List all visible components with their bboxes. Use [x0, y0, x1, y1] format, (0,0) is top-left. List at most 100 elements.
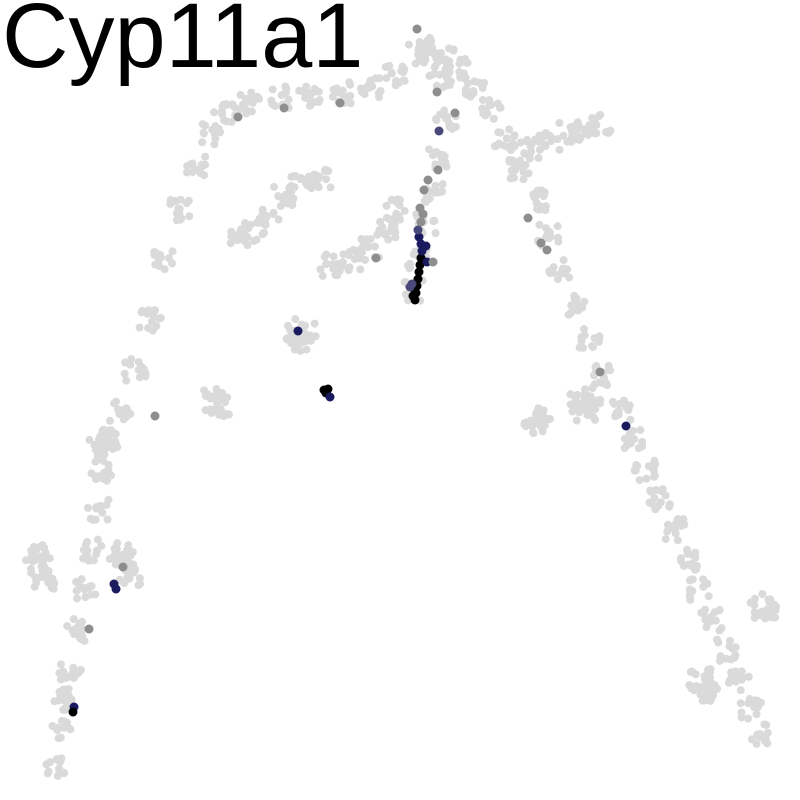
cell-point	[278, 193, 287, 202]
cell-point	[572, 416, 581, 425]
cell-point	[532, 408, 541, 417]
cell-point	[381, 230, 390, 239]
expressing-cell-point	[279, 103, 289, 113]
cell-point	[122, 376, 131, 385]
cell-point	[382, 74, 391, 83]
cell-point	[569, 135, 578, 144]
cell-point	[461, 55, 470, 64]
cell-point	[91, 474, 100, 483]
cell-point	[680, 520, 689, 529]
cell-point	[69, 615, 78, 624]
cell-point	[572, 294, 581, 303]
cell-point	[648, 462, 657, 471]
cell-point	[44, 767, 53, 776]
cell-point	[731, 643, 740, 652]
expressing-cell-point	[419, 185, 429, 195]
cell-point	[400, 206, 409, 215]
cell-point	[688, 575, 697, 584]
cell-point	[469, 87, 478, 96]
cell-point	[485, 101, 494, 110]
cell-point	[620, 444, 629, 453]
cell-point	[592, 121, 601, 130]
cell-point	[510, 173, 519, 182]
cell-point	[496, 128, 505, 137]
cell-point	[431, 181, 440, 190]
cell-point	[45, 554, 54, 563]
cell-point	[217, 107, 226, 116]
cell-point	[268, 85, 277, 94]
cell-point	[215, 410, 224, 419]
cell-point	[98, 474, 107, 483]
cell-point	[652, 485, 661, 494]
cell-point	[359, 84, 368, 93]
cell-point	[505, 155, 514, 164]
cell-point	[100, 426, 109, 435]
cell-point	[182, 168, 191, 177]
cell-point	[111, 437, 120, 446]
cell-point	[234, 230, 243, 239]
cell-point	[87, 469, 96, 478]
cell-point	[247, 88, 256, 97]
cell-point	[578, 343, 587, 352]
cell-point	[305, 101, 314, 110]
cell-point	[770, 601, 779, 610]
cell-point	[207, 408, 216, 417]
cell-point	[764, 595, 773, 604]
cell-point	[585, 121, 594, 130]
cell-point	[322, 250, 331, 259]
cell-point	[531, 419, 540, 428]
cell-point	[750, 594, 759, 603]
cell-point	[54, 696, 63, 705]
cell-point	[370, 242, 379, 251]
cell-point	[22, 556, 31, 565]
cell-point	[82, 537, 91, 546]
cell-point	[535, 137, 544, 146]
expressing-cell-point	[423, 175, 433, 185]
cell-point	[511, 166, 520, 175]
cell-point	[420, 46, 429, 55]
expressing-cell-point	[150, 411, 160, 421]
cell-point	[445, 81, 454, 90]
cell-point	[470, 77, 479, 86]
cell-point	[415, 56, 424, 65]
cell-point	[38, 541, 47, 550]
cell-point	[64, 691, 73, 700]
cell-point	[673, 536, 682, 545]
cell-point	[373, 230, 382, 239]
cell-point	[90, 441, 99, 450]
cell-point	[89, 556, 98, 565]
cell-point	[750, 700, 759, 709]
cell-point	[258, 230, 267, 239]
cell-point	[103, 515, 112, 524]
cell-point	[198, 138, 207, 147]
cell-point	[346, 99, 355, 108]
expressing-cell-point	[118, 562, 128, 572]
cell-point	[127, 355, 136, 364]
cell-point	[539, 131, 548, 140]
cell-point	[635, 476, 644, 485]
cell-point	[53, 723, 62, 732]
cell-point	[399, 68, 408, 77]
cell-point	[177, 214, 186, 223]
cell-point	[510, 131, 519, 140]
cell-point	[60, 769, 69, 778]
cell-point	[200, 171, 209, 180]
cell-point	[326, 183, 335, 192]
cell-point	[441, 65, 450, 74]
cell-point	[243, 241, 252, 250]
cell-point	[737, 708, 746, 717]
cell-point	[329, 85, 338, 94]
cell-point	[658, 485, 667, 494]
cell-point	[291, 315, 300, 324]
cell-point	[750, 613, 759, 622]
cell-point	[686, 595, 695, 604]
cell-point	[316, 265, 325, 274]
cell-point	[529, 428, 538, 437]
cell-point	[210, 108, 219, 117]
cell-point	[182, 199, 191, 208]
cell-point	[555, 145, 564, 154]
cell-point	[715, 606, 724, 615]
cell-point	[451, 122, 460, 131]
cell-point	[198, 120, 207, 129]
